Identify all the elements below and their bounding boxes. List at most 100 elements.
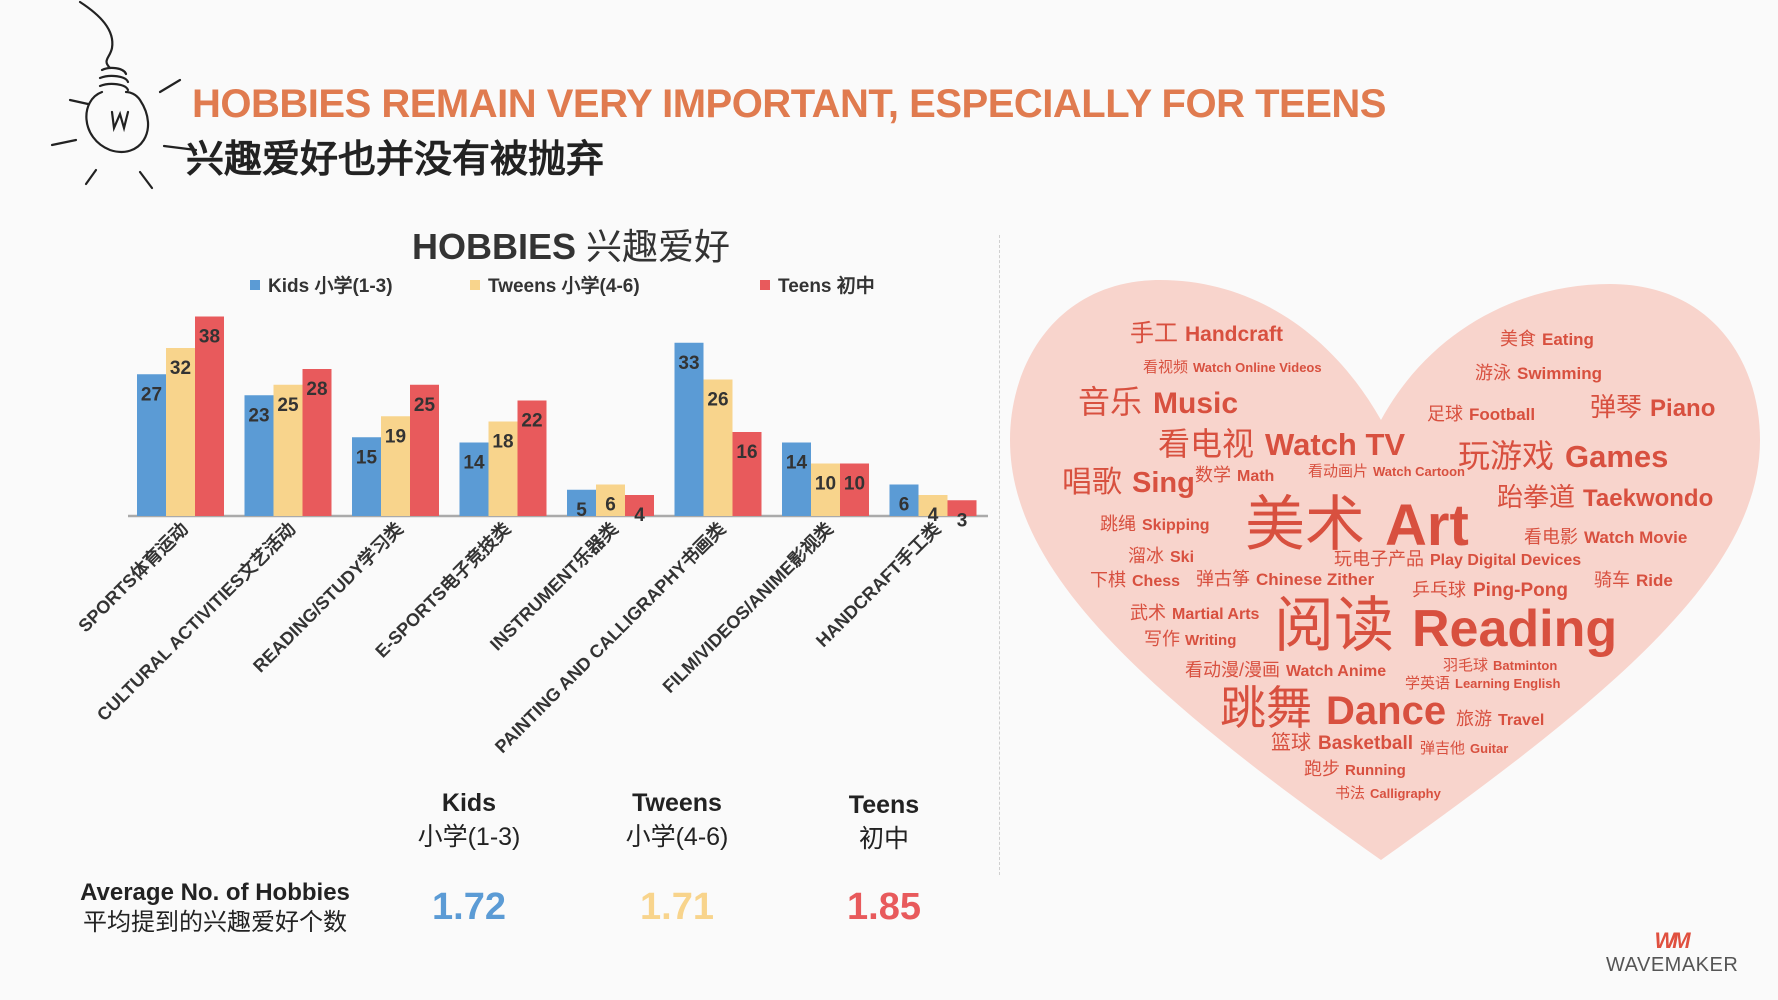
- word-en: Running: [1345, 762, 1406, 779]
- page-subtitle: 兴趣爱好也并没有被抛弃: [186, 139, 605, 181]
- bar-teens-5: [732, 432, 762, 516]
- average-group-teens-en: Teens: [848, 791, 920, 819]
- word-chess: 下棋 Chess: [1090, 571, 1180, 590]
- word-watch-anime: 看动漫/漫画 Watch Anime: [1185, 661, 1386, 680]
- word-learning-english: 学英语 Learning English: [1405, 676, 1560, 692]
- word-en: Handcraft: [1185, 323, 1284, 346]
- word-en: Ski: [1170, 549, 1195, 566]
- word-cn: 美食: [1500, 329, 1536, 349]
- word-calligraphy: 书法 Calligraphy: [1335, 786, 1441, 802]
- word-cn: 下棋: [1090, 570, 1126, 590]
- average-group-tweens-cn: 小学(4-6): [625, 823, 729, 851]
- word-batminton: 羽毛球 Batminton: [1443, 658, 1557, 674]
- data-label-tweens-6: 10: [815, 474, 836, 495]
- word-cn: 游泳: [1475, 363, 1511, 383]
- average-label-cn: 平均提到的兴趣爱好个数: [83, 909, 347, 936]
- word-cn: 唱歌: [1062, 466, 1122, 499]
- bar-teens-6: [840, 463, 869, 516]
- data-label-teens-2: 25: [414, 395, 436, 416]
- word-en: Chinese Zither: [1256, 570, 1375, 589]
- bar-tweens-3: [488, 421, 518, 516]
- word-cn: 跑步: [1304, 759, 1340, 779]
- data-label-kids-1: 23: [248, 405, 269, 426]
- word-music: 音乐 Music: [1078, 386, 1238, 419]
- word-cn: 音乐: [1078, 384, 1143, 420]
- average-group-teens-cn: 初中: [858, 825, 909, 853]
- word-en: Martial Arts: [1172, 606, 1260, 623]
- word-cn: 写作: [1144, 629, 1180, 649]
- bar-teens-3: [517, 400, 547, 516]
- word-skipping: 跳绳 Skipping: [1100, 515, 1210, 534]
- word-en: Football: [1469, 405, 1536, 424]
- data-label-kids-2: 15: [356, 447, 378, 468]
- word-travel: 旅游 Travel: [1456, 710, 1544, 729]
- legend-swatch-tweens: [470, 279, 480, 290]
- bar-teens-4: [625, 495, 654, 516]
- bar-tweens-4: [596, 484, 625, 516]
- data-label-kids-5: 33: [678, 353, 699, 374]
- word-watch-movie: 看电影 Watch Movie: [1524, 528, 1687, 547]
- word-swimming: 游泳 Swimming: [1475, 364, 1602, 383]
- legend-swatch-teens: [760, 279, 770, 290]
- word-ski: 溜冰 Ski: [1128, 547, 1194, 566]
- word-en: Eating: [1542, 330, 1594, 349]
- page-title: HOBBIES REMAIN VERY IMPORTANT, ESPECIALL…: [192, 82, 1386, 126]
- word-watch-online-videos: 看视频 Watch Online Videos: [1143, 360, 1322, 376]
- word-cn: 看动漫/漫画: [1185, 660, 1281, 680]
- light-bulb-icon: [50, 0, 198, 190]
- average-label-en: Average No. of Hobbies: [80, 879, 350, 906]
- word-en: Watch Cartoon: [1373, 464, 1465, 479]
- word-eating: 美食 Eating: [1500, 330, 1594, 349]
- bar-chart: 27 32 38 SPORTS体育运动 23 25 28 CULTURAL ACTIVITIE…: [74, 316, 988, 757]
- word-en: Calligraphy: [1370, 786, 1441, 801]
- bar-teens-7: [947, 500, 977, 516]
- data-label-teens-6: 10: [844, 474, 865, 495]
- word-basketball: 篮球 Basketball: [1271, 733, 1413, 753]
- average-group-kids-cn: 小学(1-3): [417, 823, 521, 851]
- data-label-tweens-2: 19: [385, 426, 406, 447]
- bar-kids-3: [459, 442, 489, 516]
- word-cn: 足球: [1427, 404, 1463, 424]
- average-value-kids: 1.72: [432, 886, 506, 928]
- bar-tweens-5: [703, 379, 733, 516]
- data-label-tweens-1: 25: [277, 395, 299, 416]
- chart-title: HOBBIES 兴趣爱好: [412, 218, 730, 270]
- word-cn: 弹古筝: [1196, 569, 1250, 589]
- data-label-tweens-7: 4: [928, 505, 939, 526]
- word-handcraft: 手工 Handcraft: [1130, 322, 1283, 346]
- word-en: Art: [1385, 493, 1469, 558]
- chart-title-cn: 兴趣爱好: [586, 226, 731, 267]
- heart-shape: [1010, 280, 1760, 860]
- word-en: Ride: [1636, 571, 1673, 590]
- word-en: Taekwondo: [1583, 485, 1714, 512]
- word-en: Learning English: [1455, 676, 1561, 691]
- bar-tweens-0: [166, 348, 195, 516]
- word-chinese-zither: 弹古筝 Chinese Zither: [1196, 570, 1374, 589]
- word-en: Play Digital Devices: [1430, 552, 1582, 569]
- bar-kids-5: [674, 342, 704, 516]
- average-value-tweens: 1.71: [640, 886, 714, 928]
- word-cn: 看视频: [1143, 359, 1189, 376]
- legend-label-tweens: Tweens 小学(4-6): [488, 276, 640, 297]
- x-tick-label-cultural-activities: CULTURAL ACTIVITIES文艺活动: [92, 518, 299, 725]
- legend-item-tweens: Tweens 小学(4-6): [470, 271, 640, 298]
- word-cn: 美术: [1245, 491, 1365, 558]
- word-games: 玩游戏 Games: [1458, 440, 1668, 472]
- section-divider: [999, 235, 1000, 875]
- data-label-teens-0: 38: [199, 327, 220, 348]
- logo-text: WAVEMAKER: [1606, 954, 1739, 976]
- word-en: Chess: [1132, 573, 1181, 590]
- word-en: Watch Anime: [1286, 663, 1387, 680]
- x-tick-label-sports: SPORTS体育运动: [74, 518, 192, 636]
- word-cn: 篮球: [1271, 732, 1311, 754]
- word-cn: 看动画片: [1308, 463, 1369, 480]
- word-cn: 手工: [1130, 320, 1178, 347]
- word-en: Ping-Pong: [1473, 580, 1568, 601]
- data-label-tweens-4: 6: [605, 495, 616, 516]
- word-en: Math: [1237, 468, 1275, 485]
- bar-kids-7: [889, 484, 919, 516]
- word-en: Reading: [1412, 600, 1618, 658]
- word-sing: 唱歌 Sing: [1062, 468, 1195, 498]
- word-cn: 玩游戏: [1458, 438, 1555, 474]
- bar-tweens-6: [811, 463, 840, 516]
